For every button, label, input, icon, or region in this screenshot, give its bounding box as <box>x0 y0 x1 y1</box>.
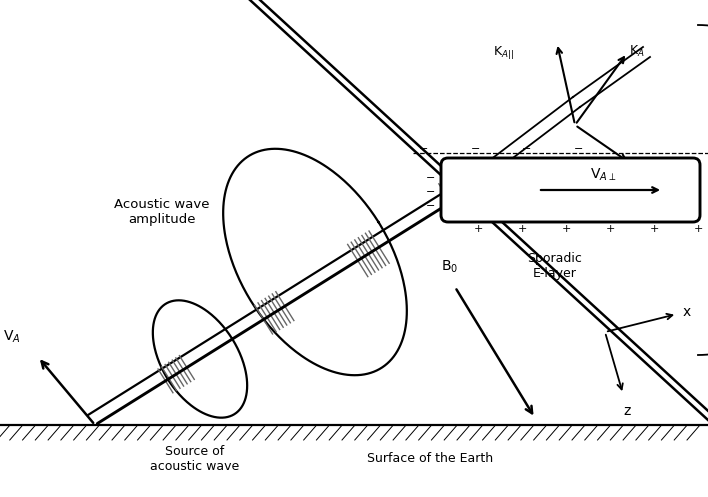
Text: $+$: $+$ <box>706 174 708 185</box>
Text: $+$: $+$ <box>517 224 527 235</box>
Text: V$_A$: V$_A$ <box>3 329 21 345</box>
Text: K$_A$: K$_A$ <box>629 43 645 59</box>
Text: $-$: $-$ <box>418 142 428 152</box>
Text: $+$: $+$ <box>706 210 708 221</box>
Text: $+$: $+$ <box>605 224 615 235</box>
Text: $-$: $-$ <box>425 171 435 181</box>
Text: $+$: $+$ <box>473 224 483 235</box>
Text: $+$: $+$ <box>561 224 571 235</box>
Text: Acoustic wave
amplitude: Acoustic wave amplitude <box>114 198 210 226</box>
Text: $+$: $+$ <box>693 224 703 235</box>
FancyBboxPatch shape <box>441 158 700 222</box>
Text: $+$: $+$ <box>706 191 708 202</box>
Text: Source of
acoustic wave: Source of acoustic wave <box>150 445 239 473</box>
Text: V$_{A\perp}$: V$_{A\perp}$ <box>590 166 616 183</box>
Text: $-$: $-$ <box>425 185 435 195</box>
Text: Surface of the Earth: Surface of the Earth <box>367 452 493 466</box>
Text: $-$: $-$ <box>469 142 480 152</box>
Text: Sporadic
E-layer: Sporadic E-layer <box>527 252 583 280</box>
Text: z: z <box>623 404 631 418</box>
Text: B$_0$: B$_0$ <box>441 258 459 275</box>
Text: $-$: $-$ <box>425 199 435 209</box>
Text: $-$: $-$ <box>521 142 532 152</box>
Text: $+$: $+$ <box>649 224 659 235</box>
Text: x: x <box>683 305 691 319</box>
Text: K$_{A||}$: K$_{A||}$ <box>493 45 514 62</box>
Text: $-$: $-$ <box>573 142 583 152</box>
Text: K$_{A,\perp}$: K$_{A,\perp}$ <box>610 180 638 196</box>
